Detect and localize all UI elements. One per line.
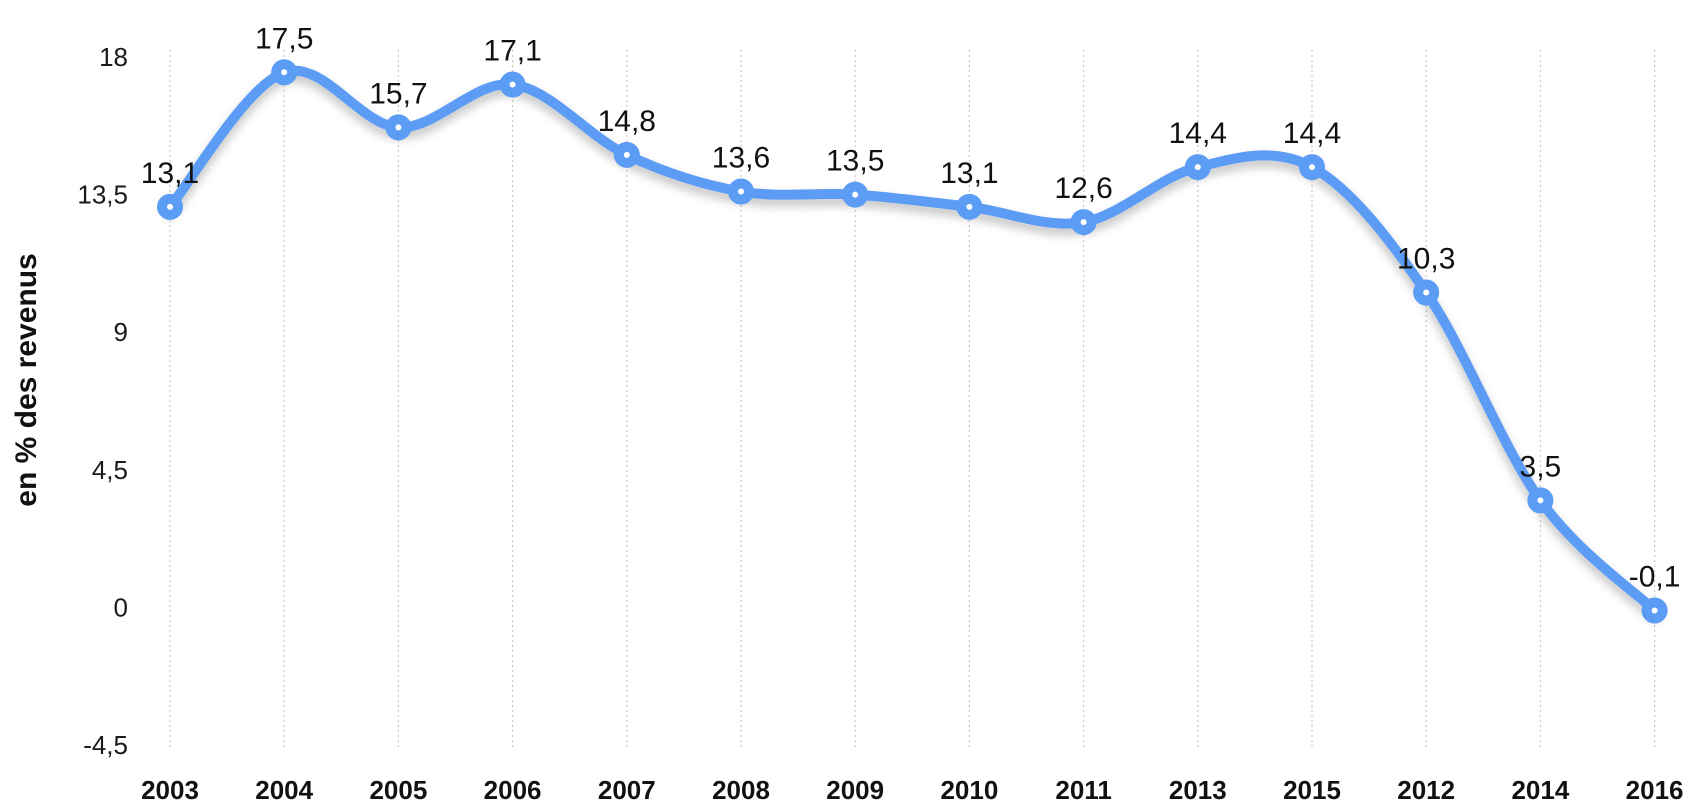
x-tick-label: 2007 [598, 775, 656, 804]
data-label: 14,4 [1169, 117, 1227, 150]
data-point [1527, 487, 1554, 514]
data-point [728, 178, 754, 205]
x-tick-label: 2003 [141, 775, 199, 804]
x-tick-label: 2015 [1283, 775, 1341, 804]
x-tick-label: 2005 [369, 775, 427, 804]
x-tick-label: 2008 [712, 775, 770, 804]
y-tick-label: 0 [114, 592, 128, 622]
data-label: 13,6 [712, 142, 770, 175]
x-tick-label: 2016 [1626, 775, 1684, 804]
data-label: 12,6 [1054, 172, 1112, 205]
x-tick-label: 2006 [484, 775, 542, 804]
data-point [1413, 279, 1440, 306]
data-label: 14,4 [1283, 117, 1341, 150]
data-label: 13,5 [826, 145, 884, 178]
data-label: 13,1 [141, 157, 199, 190]
series-line [165, 65, 1660, 616]
x-tick-label: 2013 [1169, 775, 1227, 804]
data-point [1641, 597, 1668, 624]
data-label: 10,3 [1397, 242, 1455, 275]
y-tick-label: 18 [99, 42, 128, 72]
data-point [1184, 154, 1211, 181]
x-tick-label: 2010 [940, 775, 998, 804]
x-tick-label: 2012 [1397, 775, 1455, 804]
gridlines [169, 50, 1656, 748]
x-axis-ticks: 2003 2004 2005 2006 2007 2008 2009 2010 2011 2013… [141, 775, 1683, 804]
data-label: 17,5 [255, 22, 313, 55]
data-points [157, 59, 1668, 624]
data-point [1070, 209, 1097, 236]
x-tick-label: 2009 [826, 775, 884, 804]
data-point [956, 193, 983, 220]
y-tick-label: -4,5 [83, 730, 128, 760]
data-label: 15,7 [369, 77, 427, 110]
data-point [842, 181, 869, 208]
y-axis-title: en % des revenus [10, 253, 43, 506]
data-point [385, 114, 412, 141]
data-label: 13,1 [940, 157, 998, 190]
data-point [1299, 154, 1325, 181]
data-point [613, 141, 640, 168]
data-label: 14,8 [598, 105, 656, 138]
y-tick-label: 9 [114, 317, 128, 347]
data-label: 17,1 [483, 35, 541, 68]
data-point [157, 193, 183, 220]
x-tick-label: 2004 [255, 775, 313, 804]
data-label: 3,5 [1520, 450, 1562, 483]
y-tick-label: 13,5 [77, 180, 128, 210]
data-label: -0,1 [1629, 560, 1681, 593]
data-labels: 13,1 17,5 15,7 17,1 14,8 13,6 13,5 13,1 12,6 14,4… [141, 22, 1681, 593]
y-tick-label: 4,5 [92, 455, 128, 485]
x-tick-label: 2011 [1055, 775, 1111, 804]
data-point [271, 59, 298, 86]
y-axis-ticks: 18 13,5 9 4,5 0 -4,5 [77, 42, 128, 760]
series-line-path [165, 65, 1660, 616]
data-point [499, 71, 526, 98]
x-tick-label: 2014 [1511, 775, 1569, 804]
